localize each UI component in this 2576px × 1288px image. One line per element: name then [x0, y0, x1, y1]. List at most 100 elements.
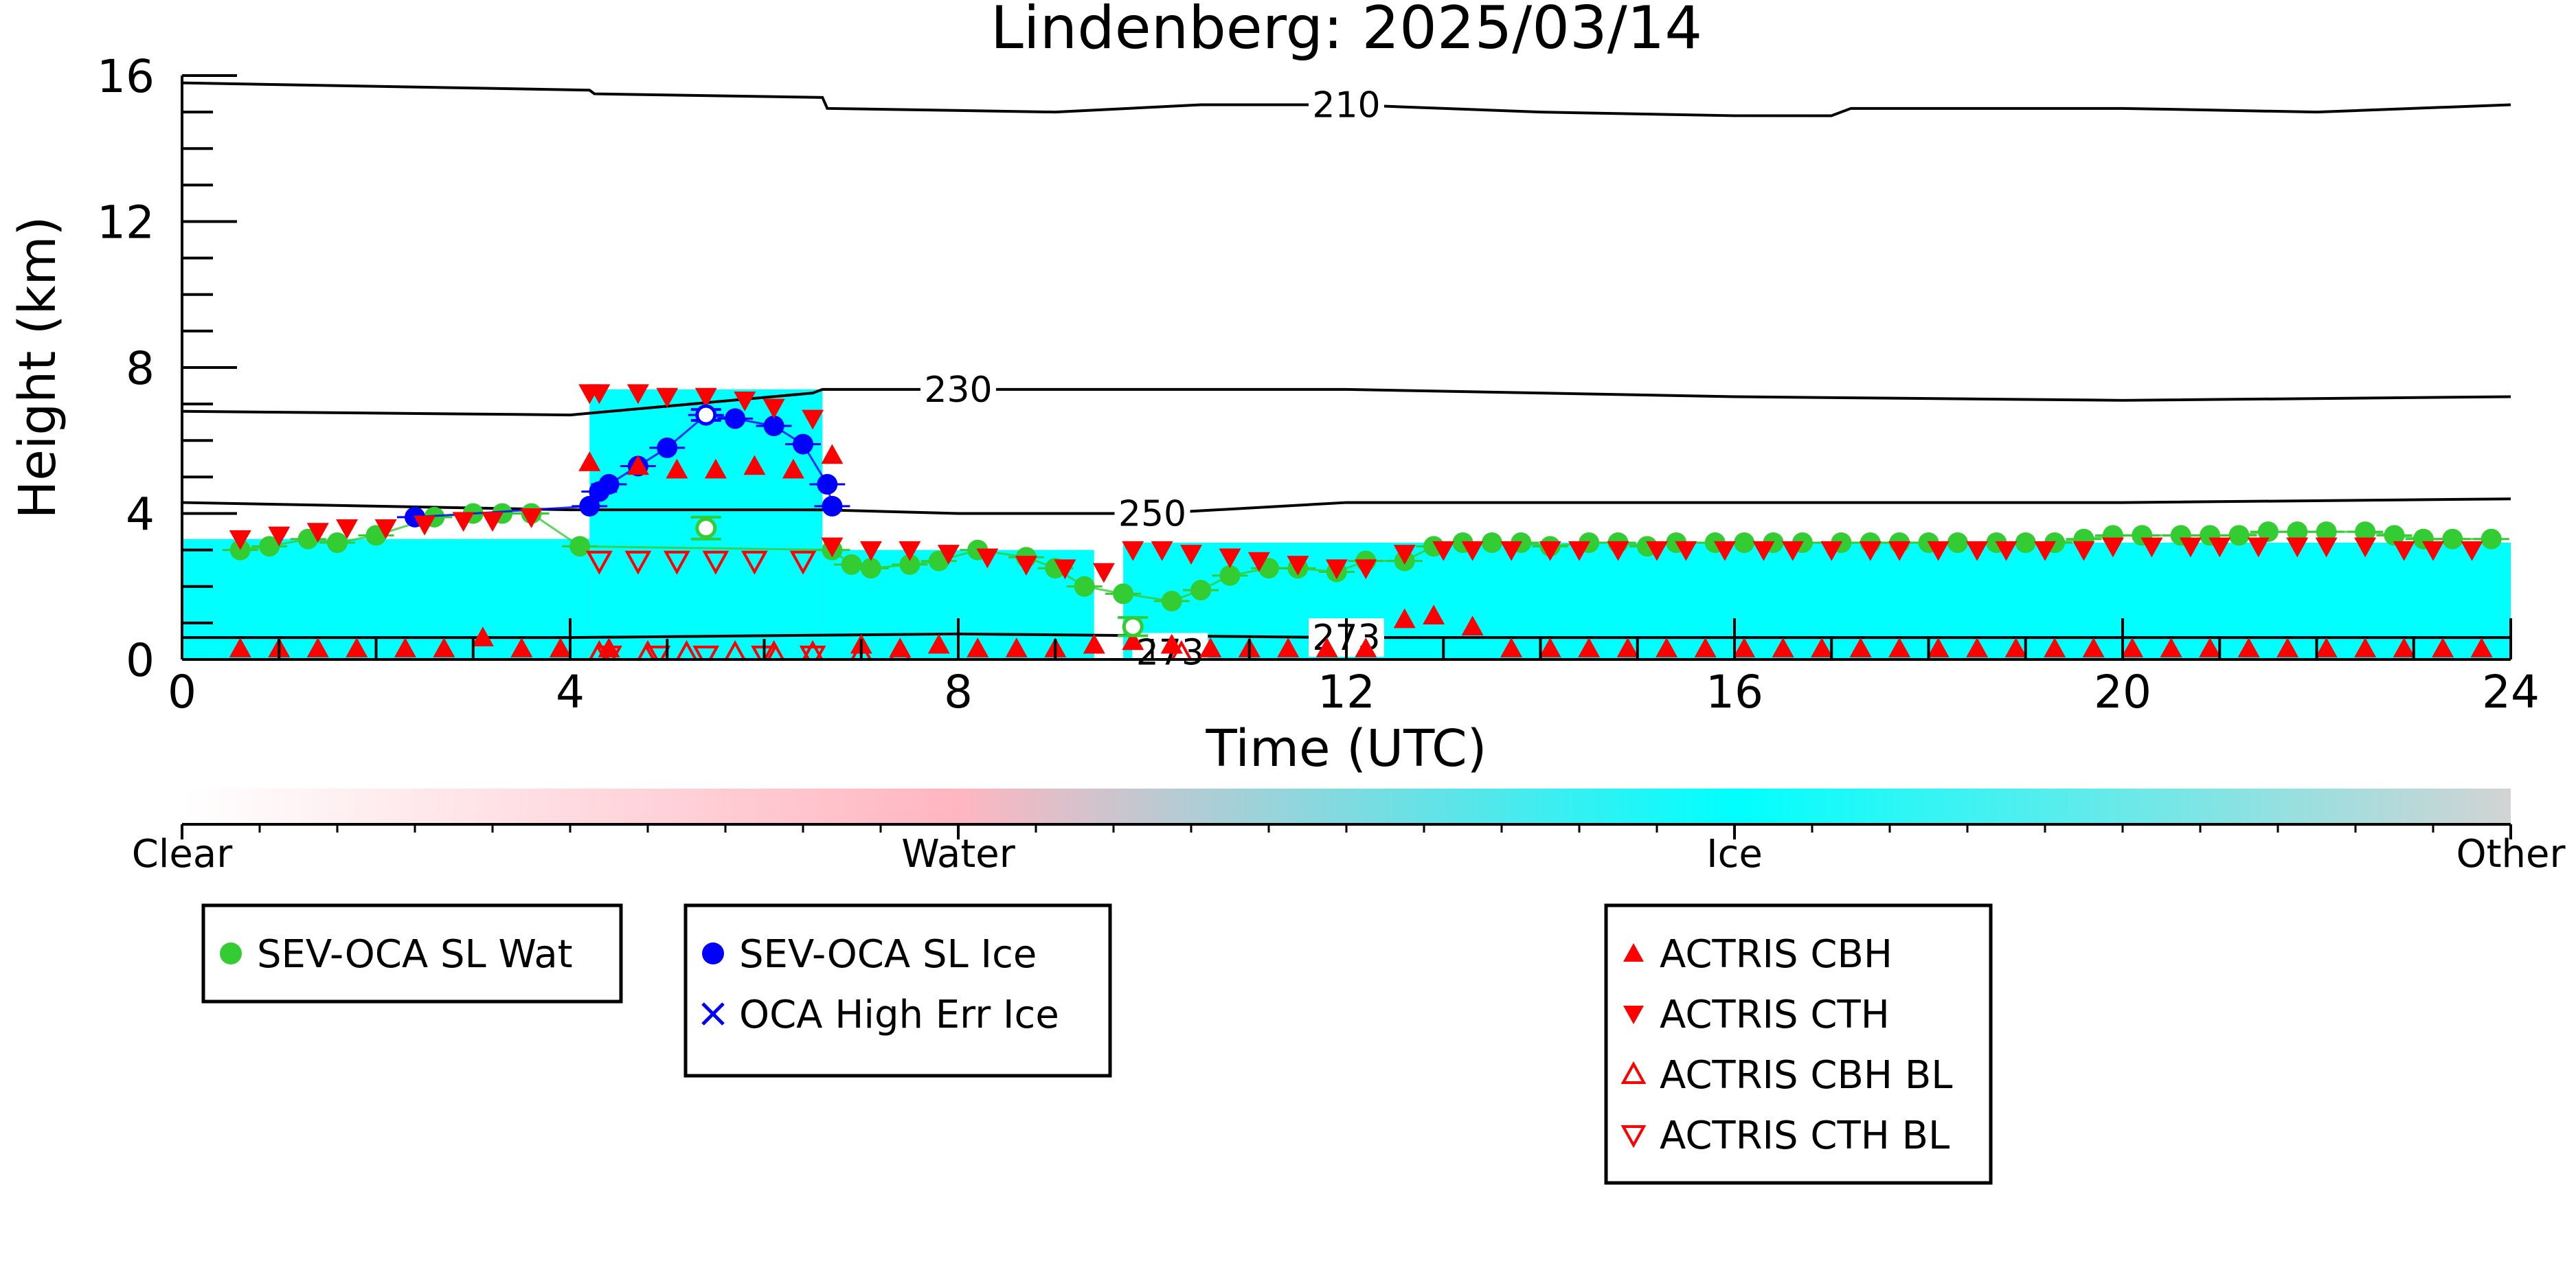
isotherm-label-bg — [1309, 85, 1384, 124]
data-point — [2316, 521, 2337, 543]
data-point — [471, 626, 494, 646]
data-point — [741, 550, 768, 575]
data-point — [850, 640, 872, 659]
series-actris-cbh — [229, 444, 2493, 657]
data-point — [663, 550, 690, 575]
data-point — [510, 637, 533, 657]
data-point — [1083, 633, 1105, 654]
open-circle-marker — [695, 517, 717, 539]
data-point — [588, 640, 610, 659]
data-point — [1656, 637, 1678, 657]
data-point — [743, 455, 766, 475]
data-point — [1734, 532, 1755, 553]
open-circle-marker — [1122, 615, 1144, 637]
data-point — [306, 637, 329, 657]
data-point — [1122, 541, 1144, 561]
data-point — [588, 384, 611, 405]
data-point — [1620, 1061, 1647, 1084]
data-point — [1199, 637, 1222, 657]
data-point — [2257, 521, 2279, 543]
data-point — [799, 645, 826, 659]
data-point — [1820, 541, 1843, 561]
legend-frame — [683, 903, 1112, 1078]
legend-label: ACTRIS CBH — [1660, 932, 1893, 977]
data-point — [789, 550, 817, 575]
x-tick-label: 4 — [556, 666, 585, 719]
data-point — [2044, 637, 2066, 657]
data-point — [1219, 565, 1241, 586]
data-point — [2315, 537, 2338, 558]
x-tick-label: 20 — [2094, 666, 2151, 719]
data-point — [1287, 556, 1309, 576]
data-point — [644, 645, 671, 659]
data-point — [734, 392, 756, 411]
data-point — [2015, 532, 2036, 553]
data-point — [2101, 537, 2124, 558]
data-point — [1539, 541, 1561, 561]
data-point — [229, 637, 251, 657]
data-point — [1325, 559, 1348, 580]
data-point — [937, 545, 960, 565]
data-point — [229, 530, 251, 550]
chart-title: Lindenberg: 2025/03/14 — [991, 0, 1702, 63]
data-point — [2276, 637, 2299, 657]
data-point — [268, 526, 291, 547]
data-point — [1171, 640, 1193, 659]
data-point — [1927, 541, 1950, 561]
data-point — [1713, 541, 1736, 561]
data-point — [763, 640, 785, 659]
data-point — [702, 942, 724, 964]
y-tick-label: 12 — [97, 196, 155, 249]
data-point — [889, 640, 911, 659]
isotherm-line — [181, 387, 2511, 417]
data-point — [2287, 521, 2308, 543]
data-point — [1113, 583, 1134, 605]
data-point — [967, 637, 989, 657]
data-point — [2393, 541, 2415, 561]
data-point — [1054, 559, 1076, 580]
x-tick-label: 24 — [2482, 666, 2540, 719]
data-point — [1568, 541, 1590, 561]
x-axis-label: Time (UTC) — [1205, 719, 1487, 778]
data-point — [1675, 541, 1697, 561]
legend-box: SEV-OCA SL Ice OCA High Err Ice — [683, 903, 1112, 1078]
data-point — [2432, 637, 2454, 657]
isotherm-label: 210 — [1312, 85, 1380, 126]
data-point — [782, 458, 804, 479]
data-point — [694, 387, 717, 408]
data-point — [306, 523, 329, 543]
legend-frame — [201, 903, 623, 1004]
data-point — [1620, 1125, 1647, 1149]
legend-frame — [1604, 903, 1993, 1185]
data-point — [2354, 637, 2377, 657]
data-point — [2247, 537, 2270, 558]
data-point — [1355, 559, 1377, 580]
legend-label: SEV-OCA SL Ice — [739, 932, 1037, 977]
legend-label: OCA High Err Ice — [739, 993, 1059, 1037]
data-point — [2179, 537, 2202, 558]
data-point — [1074, 576, 1095, 597]
data-point — [841, 554, 862, 575]
y-tick-label: 8 — [126, 342, 155, 395]
data-point — [1190, 580, 1212, 601]
data-point — [724, 640, 746, 659]
data-point — [899, 541, 921, 561]
data-point — [585, 550, 613, 575]
data-point — [1966, 541, 1989, 561]
data-point — [1752, 541, 1775, 561]
legend-label: ACTRIS CTH BL — [1660, 1114, 1950, 1158]
data-point — [596, 645, 622, 659]
x-tick-label: 0 — [168, 666, 196, 719]
data-point — [1995, 541, 2018, 561]
data-point — [2470, 637, 2493, 657]
data-point — [2461, 541, 2483, 561]
data-point — [1616, 637, 1639, 657]
data-point — [821, 537, 844, 558]
data-point — [1461, 615, 1484, 635]
data-point — [692, 645, 720, 659]
data-point — [1966, 637, 1989, 657]
data-point — [859, 541, 882, 561]
isotherm-label: 250 — [1118, 494, 1186, 535]
data-point — [1539, 637, 1561, 657]
data-point — [626, 384, 649, 405]
